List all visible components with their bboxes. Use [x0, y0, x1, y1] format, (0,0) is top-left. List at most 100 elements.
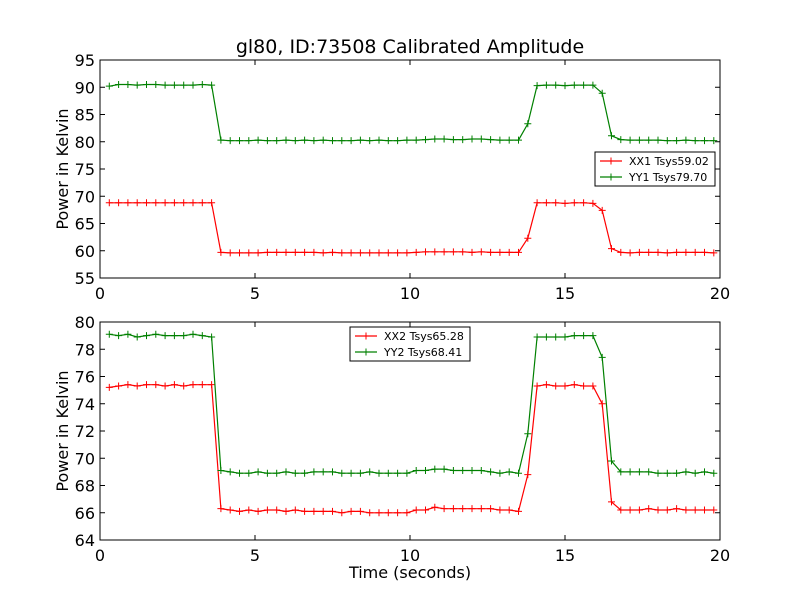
data-point [440, 465, 448, 473]
data-point [282, 507, 290, 515]
data-point [291, 137, 299, 145]
data-point [524, 430, 532, 438]
data-point [635, 506, 643, 514]
data-point [598, 400, 606, 408]
data-point [626, 136, 634, 144]
x-tick-label: 20 [710, 546, 730, 565]
data-point [663, 506, 671, 514]
data-point [589, 332, 597, 340]
data-point [635, 136, 643, 144]
data-point [422, 506, 429, 514]
data-point [105, 383, 113, 391]
data-point [487, 505, 495, 513]
data-point [384, 137, 392, 145]
data-point [124, 381, 132, 389]
data-point [701, 506, 708, 514]
x-tick-label: 10 [400, 284, 420, 303]
data-point [254, 136, 262, 144]
data-point [635, 468, 643, 476]
legend-marker [362, 332, 370, 340]
data-point [468, 248, 476, 256]
data-point [133, 81, 141, 89]
y-tick-label: 72 [75, 422, 95, 441]
data-point [273, 469, 281, 477]
data-point [217, 467, 225, 475]
data-point [691, 506, 699, 514]
y-tick-label: 66 [75, 504, 95, 523]
data-point [580, 332, 588, 340]
data-point [459, 136, 467, 144]
data-point [217, 248, 225, 256]
y-tick-label: 85 [75, 106, 95, 125]
data-point [245, 137, 253, 145]
data-point [561, 333, 569, 341]
data-point [412, 467, 420, 475]
data-point [105, 330, 113, 338]
legend-label: XX2 Tsys65.28 [384, 330, 464, 343]
data-point [291, 248, 299, 256]
data-point [449, 248, 457, 256]
y-axis-label: Power in Kelvin [53, 370, 72, 491]
data-point [449, 136, 457, 144]
data-point [412, 248, 420, 256]
data-point [487, 468, 495, 476]
legend-label: YY1 Tsys79.70 [628, 171, 707, 184]
data-point [375, 509, 383, 517]
data-point [422, 467, 429, 475]
data-point [161, 81, 169, 89]
data-point [133, 382, 141, 390]
data-point [198, 332, 206, 340]
data-point [673, 137, 681, 145]
chart-title: gl80, ID:73508 Calibrated Amplitude [236, 36, 584, 58]
data-point [422, 248, 429, 256]
data-point [505, 506, 513, 514]
data-point [375, 136, 383, 144]
data-point [263, 469, 271, 477]
data-point [338, 509, 346, 517]
data-point [701, 248, 708, 256]
data-point [161, 382, 169, 390]
data-point [691, 248, 699, 256]
data-point [654, 506, 662, 514]
data-point [143, 199, 150, 207]
data-point [124, 330, 132, 338]
legend-box [594, 151, 716, 187]
data-point [384, 509, 392, 517]
data-point [496, 469, 504, 477]
data-point [589, 199, 597, 207]
data-point [570, 332, 578, 340]
data-point [710, 249, 718, 257]
data-point [384, 249, 392, 257]
data-point [133, 199, 141, 207]
data-point [347, 469, 355, 477]
data-point [505, 136, 513, 144]
data-point [319, 136, 327, 144]
y-tick-label: 80 [75, 313, 95, 332]
data-point [487, 136, 495, 144]
data-point [226, 468, 234, 476]
x-tick-label: 5 [250, 284, 260, 303]
x-tick-label: 20 [710, 284, 730, 303]
data-point [347, 507, 355, 515]
data-point [608, 245, 615, 253]
legend-label: YY2 Tsys68.41 [383, 346, 462, 359]
data-point [412, 136, 420, 144]
data-point [291, 506, 299, 514]
data-point [663, 249, 671, 257]
top-plot: 0 5 10 15 20 55 60 65 70 75 80 85 90 95 Power in Kelvi… [53, 51, 730, 303]
data-point [645, 136, 653, 144]
data-point [189, 199, 197, 207]
series-line-2 [109, 83, 714, 142]
data-point [468, 505, 476, 513]
data-point [701, 137, 708, 145]
data-point [477, 135, 485, 143]
data-point [598, 206, 606, 214]
data-point [310, 507, 318, 515]
data-point [143, 381, 150, 389]
data-point [152, 381, 160, 389]
data-point [617, 468, 625, 476]
data-point [552, 81, 560, 89]
data-point [301, 507, 309, 515]
y-tick-label: 68 [75, 477, 95, 496]
y-tick-label: 90 [75, 78, 95, 97]
